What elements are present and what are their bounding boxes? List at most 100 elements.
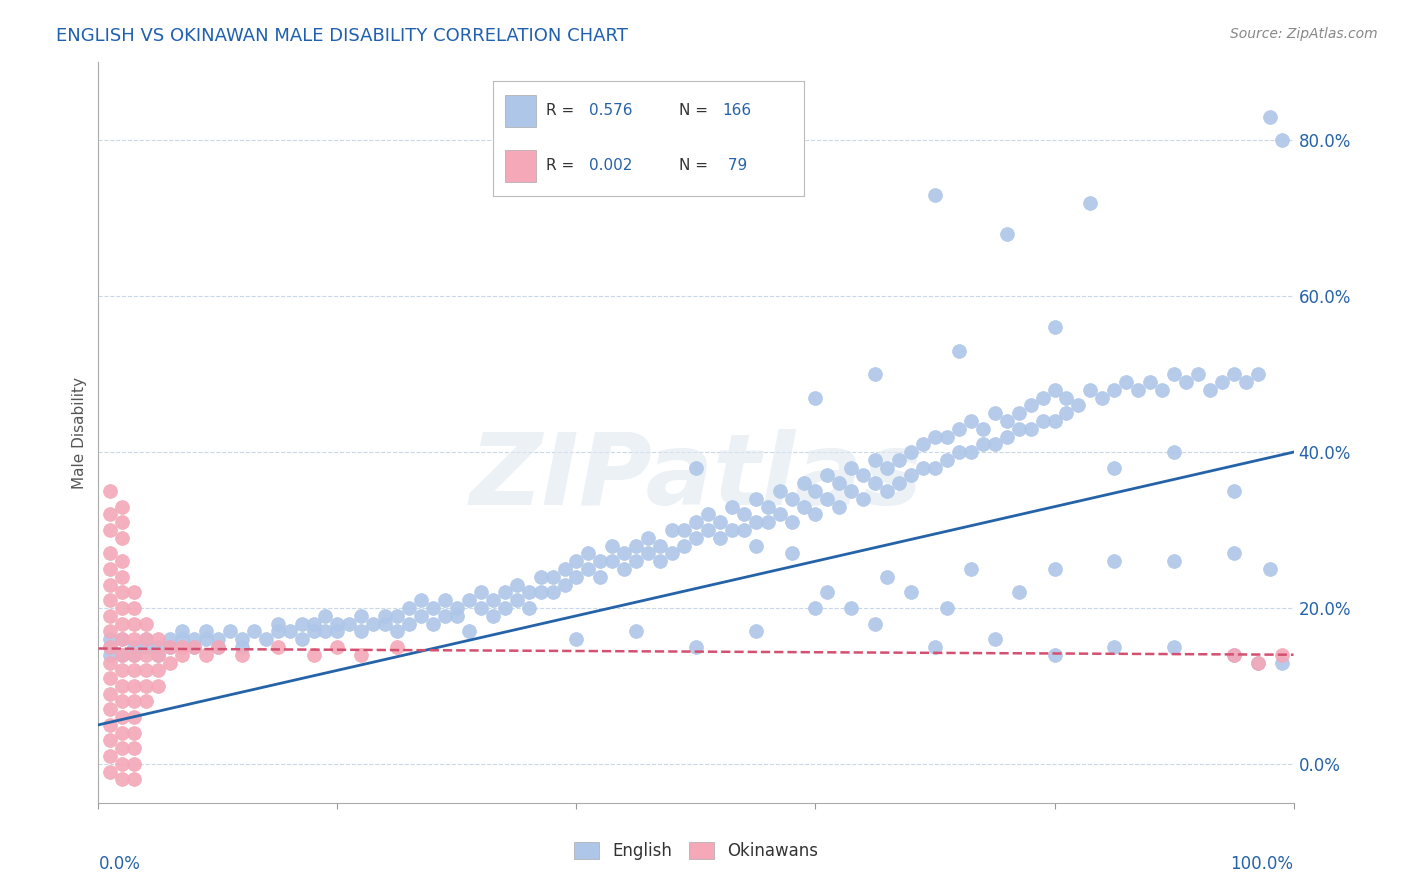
Point bbox=[1080, 195, 1102, 210]
Point bbox=[1234, 375, 1257, 389]
Point bbox=[124, 663, 146, 677]
Point bbox=[398, 616, 420, 631]
Point bbox=[231, 632, 253, 647]
Point bbox=[745, 624, 768, 639]
Point bbox=[254, 632, 277, 647]
Point bbox=[1104, 554, 1126, 568]
Point bbox=[111, 585, 134, 599]
Point bbox=[924, 460, 946, 475]
Point bbox=[183, 640, 205, 654]
Point bbox=[984, 632, 1007, 647]
Text: ZIPatlas: ZIPatlas bbox=[470, 428, 922, 525]
Point bbox=[326, 616, 349, 631]
Point bbox=[948, 343, 970, 358]
Point bbox=[960, 562, 983, 576]
Point bbox=[172, 640, 194, 654]
Point bbox=[207, 640, 229, 654]
Point bbox=[1163, 367, 1185, 381]
Point bbox=[135, 632, 157, 647]
Point bbox=[948, 445, 970, 459]
Point bbox=[111, 710, 134, 724]
Point bbox=[315, 608, 337, 623]
Point bbox=[972, 437, 994, 451]
Point bbox=[876, 484, 898, 499]
Point bbox=[554, 562, 576, 576]
Point bbox=[733, 508, 755, 522]
Point bbox=[1043, 414, 1066, 428]
Point bbox=[1223, 546, 1246, 560]
Point bbox=[385, 608, 409, 623]
Point bbox=[1008, 422, 1031, 436]
Point bbox=[135, 648, 157, 662]
Point bbox=[135, 694, 157, 708]
Point bbox=[1258, 110, 1281, 124]
Point bbox=[111, 554, 134, 568]
Point bbox=[661, 523, 683, 537]
Point bbox=[159, 656, 181, 670]
Point bbox=[111, 648, 134, 662]
Point bbox=[1091, 391, 1114, 405]
Point bbox=[1128, 383, 1150, 397]
Point bbox=[1043, 562, 1066, 576]
Point bbox=[183, 632, 205, 647]
Point bbox=[1223, 484, 1246, 499]
Point bbox=[195, 648, 218, 662]
Point bbox=[98, 546, 122, 560]
Point bbox=[768, 508, 790, 522]
Point bbox=[637, 531, 659, 545]
Point bbox=[936, 429, 959, 443]
Point bbox=[1067, 398, 1090, 412]
Point bbox=[804, 601, 827, 615]
Point bbox=[135, 640, 157, 654]
Point bbox=[1187, 367, 1209, 381]
Point bbox=[911, 437, 934, 451]
Point bbox=[721, 523, 744, 537]
Point bbox=[960, 414, 983, 428]
Point bbox=[111, 500, 134, 514]
Point bbox=[207, 640, 229, 654]
Point bbox=[148, 648, 170, 662]
Point bbox=[481, 608, 505, 623]
Point bbox=[984, 406, 1007, 420]
Point bbox=[1008, 585, 1031, 599]
Point bbox=[1032, 414, 1054, 428]
Point bbox=[363, 616, 385, 631]
Point bbox=[470, 601, 492, 615]
Point bbox=[159, 632, 181, 647]
Point bbox=[124, 772, 146, 787]
Text: 0.0%: 0.0% bbox=[98, 855, 141, 872]
Point bbox=[865, 453, 887, 467]
Point bbox=[995, 414, 1018, 428]
Point bbox=[541, 585, 564, 599]
Point bbox=[124, 648, 146, 662]
Point bbox=[111, 616, 134, 631]
Point bbox=[841, 601, 863, 615]
Point bbox=[804, 508, 827, 522]
Point bbox=[124, 679, 146, 693]
Point bbox=[578, 562, 600, 576]
Point bbox=[302, 624, 325, 639]
Point bbox=[697, 523, 720, 537]
Point bbox=[745, 539, 768, 553]
Point bbox=[841, 460, 863, 475]
Point bbox=[219, 624, 242, 639]
Point bbox=[541, 570, 564, 584]
Point bbox=[924, 640, 946, 654]
Point bbox=[565, 632, 588, 647]
Text: 100.0%: 100.0% bbox=[1230, 855, 1294, 872]
Point bbox=[374, 616, 396, 631]
Point bbox=[98, 640, 122, 654]
Point bbox=[793, 500, 815, 514]
Point bbox=[673, 523, 696, 537]
Point bbox=[350, 608, 373, 623]
Point bbox=[172, 632, 194, 647]
Point bbox=[517, 585, 540, 599]
Point bbox=[172, 648, 194, 662]
Point bbox=[924, 188, 946, 202]
Point bbox=[1271, 133, 1294, 147]
Point bbox=[780, 491, 803, 506]
Point bbox=[98, 593, 122, 607]
Point bbox=[1211, 375, 1233, 389]
Point bbox=[1008, 406, 1031, 420]
Point bbox=[124, 632, 146, 647]
